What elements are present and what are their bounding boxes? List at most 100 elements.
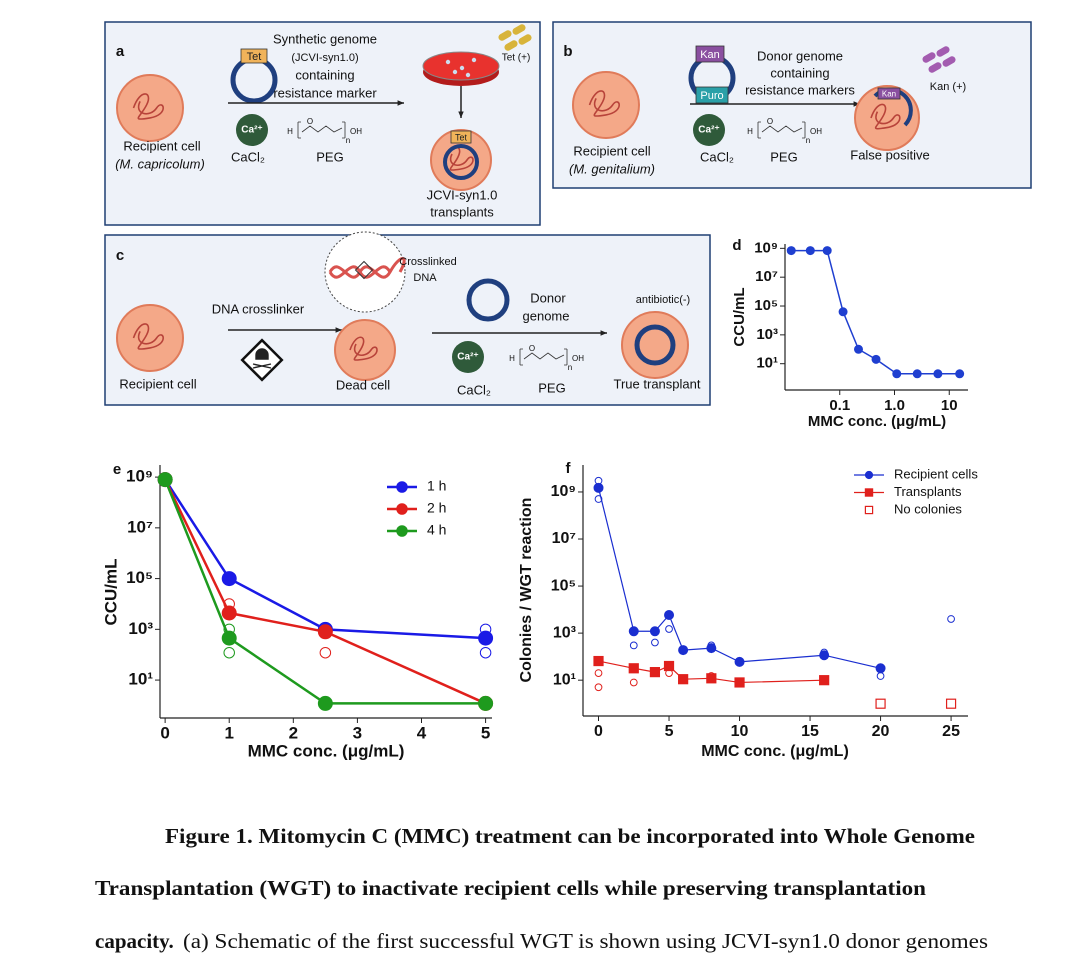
cell [116, 74, 184, 142]
cell [116, 304, 184, 372]
panel-label: f [566, 460, 572, 477]
arrow-head [335, 327, 342, 333]
peg-label: PEG [316, 149, 343, 164]
colony [445, 59, 451, 65]
calcium-label: Ca²⁺ [457, 352, 478, 363]
marker-tag-label: Puro [700, 90, 723, 102]
genome-ring [443, 144, 479, 180]
peg-atom: OH [350, 127, 362, 136]
genome-ring [634, 324, 676, 366]
x-tick-label: 15 [801, 723, 819, 740]
selection-label: Tet (+) [502, 53, 531, 64]
chromosome [132, 323, 164, 350]
peg-atom: H [287, 127, 293, 136]
result-label: False positive [850, 147, 929, 162]
data-point [838, 307, 848, 317]
data-point [706, 643, 717, 654]
peg-atom: n [346, 136, 350, 145]
legend-marker [396, 503, 408, 515]
crosslinker-label: DNA crosslinker [212, 301, 305, 316]
peg-chain [301, 125, 343, 133]
y-tick-label: 10⁹ [551, 483, 576, 500]
marker-tag-label: Kan [882, 90, 896, 99]
hazard-diamond [240, 338, 284, 382]
data-point [221, 630, 237, 646]
donor-label: Synthetic genome [273, 31, 377, 46]
replicate-point [629, 678, 638, 687]
y-tick-label: 10⁹ [126, 467, 153, 486]
chromosome [349, 336, 378, 361]
peg-atom: H [509, 354, 515, 363]
pill-icon [504, 40, 518, 51]
recipient-strain: (M. capricolum) [115, 156, 205, 171]
donor-label: resistance markers [745, 82, 855, 97]
caption-title: Transplantation (WGT) to inactivate reci… [95, 876, 926, 900]
peg-atom: OH [572, 354, 584, 363]
marker-tag-label: Tet [247, 51, 262, 63]
replicate-point [947, 615, 955, 623]
skull-icon [252, 348, 272, 369]
data-point [221, 605, 237, 621]
arrow-head [853, 101, 860, 107]
marker-tag [240, 48, 268, 64]
replicate-point [651, 638, 659, 647]
marker-tag-label: Kan [700, 49, 720, 61]
result-label: JCVI-syn1.0 [427, 187, 498, 202]
petri-dish [422, 51, 500, 81]
legend-label: Transplants [894, 484, 962, 499]
data-point [649, 667, 661, 678]
caption-body: (a) Schematic of the first successful WG… [183, 929, 988, 953]
series-line [791, 249, 960, 375]
result-label: True transplant [614, 376, 701, 391]
legend-label: 1 h [427, 478, 446, 494]
x-tick-label: 4 [417, 723, 427, 742]
caption-title: Figure 1. Mitomycin C (MMC) treatment ca… [165, 824, 975, 848]
chromosome [132, 93, 164, 120]
legend-marker [864, 505, 874, 515]
peg-chain [523, 352, 565, 360]
x-tick-label: 3 [353, 723, 362, 742]
selection-label: Kan (+) [930, 81, 966, 93]
peg-atom: O [529, 344, 535, 353]
data-point [478, 695, 494, 711]
y-tick-label: 10¹ [756, 355, 778, 372]
panel-label: b [563, 43, 572, 60]
cell [621, 311, 689, 379]
arrow-head [397, 100, 404, 106]
x-tick-label: 0.1 [829, 397, 850, 414]
calcium-label: Ca²⁺ [698, 125, 719, 136]
cacl2-label: CaCl₂ [231, 149, 265, 164]
pill-icon [498, 30, 512, 41]
data-point [593, 482, 604, 493]
peg-chain [761, 125, 803, 133]
y-tick-label: 10⁵ [754, 297, 778, 314]
y-axis-label: CCU/mL [731, 287, 748, 346]
marker-tag [695, 45, 725, 63]
chromosome [588, 90, 620, 117]
colony [471, 57, 477, 63]
peg-bracket [297, 121, 346, 139]
series-line [163, 479, 486, 705]
data-point [933, 369, 943, 379]
x-tick-label: 1.0 [884, 397, 905, 414]
x-axis-label: MMC conc. (μg/mL) [808, 413, 946, 430]
x-tick-label: 25 [942, 723, 960, 740]
x-tick-label: 10 [941, 397, 958, 414]
selection-label: antibiotic(-) [636, 294, 690, 306]
data-point [157, 472, 173, 488]
data-point [912, 369, 922, 379]
y-tick-label: 10⁷ [127, 517, 153, 536]
data-point [822, 246, 832, 256]
recipient-label: Recipient cell [573, 143, 650, 158]
panel-label: e [113, 461, 121, 478]
peg-label: PEG [538, 380, 565, 395]
cacl2-label: CaCl₂ [700, 149, 734, 164]
data-point [317, 695, 333, 711]
peg-atom: OH [810, 127, 822, 136]
replicate-point [223, 646, 235, 659]
marker-tag [877, 87, 901, 100]
donor-label: (JCVI-syn1.0) [291, 52, 358, 64]
data-point [628, 626, 639, 637]
arrow-head [600, 330, 607, 336]
